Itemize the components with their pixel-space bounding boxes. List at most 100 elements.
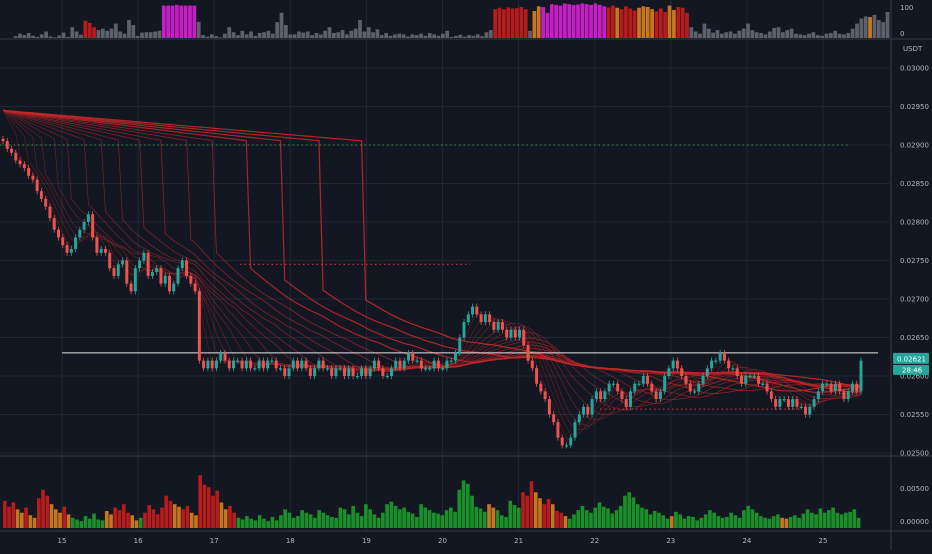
candle-body xyxy=(573,422,577,438)
indicator-bar xyxy=(161,5,166,39)
volume-bar xyxy=(291,517,296,528)
volume-bar xyxy=(470,495,474,528)
volume-bar xyxy=(283,509,287,528)
candle-body xyxy=(304,360,308,369)
volume-bar xyxy=(138,517,143,528)
candle-body xyxy=(799,406,803,408)
indicator-bar xyxy=(820,35,825,38)
time-tick-label: 25 xyxy=(819,537,828,545)
indicator-bar xyxy=(807,33,811,38)
candle-body xyxy=(22,164,26,169)
volume-bar xyxy=(160,507,164,528)
indicator-bar xyxy=(31,35,35,38)
candle-body xyxy=(633,383,637,392)
indicator-bar xyxy=(702,23,707,38)
indicator-bar xyxy=(501,9,506,38)
indicator-bar xyxy=(549,4,554,38)
indicator-bar xyxy=(222,33,227,38)
indicator-bar xyxy=(109,28,114,38)
time-tick-label: 16 xyxy=(134,537,143,545)
volume-bar xyxy=(143,512,147,528)
volume-bar xyxy=(835,512,840,528)
volume-bar xyxy=(499,515,504,528)
candle-body xyxy=(483,314,487,323)
indicator-bar xyxy=(13,36,18,38)
candle-body xyxy=(693,391,697,393)
indicator-bar xyxy=(275,22,280,38)
candle-body xyxy=(842,391,846,400)
indicator-bar xyxy=(680,7,685,38)
candle-body xyxy=(616,383,620,392)
indicator-bar xyxy=(105,30,110,38)
indicator-bar xyxy=(209,34,214,38)
volume-bar xyxy=(113,507,118,528)
volume-bar xyxy=(478,508,483,528)
volume-bar xyxy=(593,507,598,528)
volume-bar xyxy=(822,512,827,528)
volume-bar xyxy=(461,480,466,528)
indicator-bar xyxy=(597,4,602,38)
volume-bar xyxy=(708,510,712,528)
volume-bar xyxy=(457,489,462,528)
candle-body xyxy=(697,383,701,392)
volume-bar xyxy=(682,518,687,528)
candle-body xyxy=(287,368,291,376)
volume-bar xyxy=(810,512,814,528)
volume-bar xyxy=(189,512,194,528)
indicator-bar xyxy=(122,33,127,38)
indicator-bar xyxy=(776,27,781,38)
volume-bar xyxy=(338,507,343,528)
candle-body xyxy=(402,360,406,369)
volume-bar xyxy=(36,498,41,528)
indicator-bar xyxy=(767,31,772,38)
indicator-bar xyxy=(750,30,755,38)
candle-body xyxy=(518,329,521,338)
candle-body xyxy=(338,368,342,370)
candle-body xyxy=(560,437,564,446)
price-axis[interactable]: 100 0 USDT 0.03000 0.02950 0.02900 0.02850 0.02… xyxy=(893,4,929,526)
volume-bar xyxy=(512,505,517,528)
candle-body xyxy=(535,368,539,384)
volume-bar xyxy=(776,514,780,528)
volume-bar xyxy=(572,514,576,528)
indicator-bar xyxy=(297,31,301,38)
candle-body xyxy=(364,368,368,376)
candle-body xyxy=(69,248,73,253)
candle-body xyxy=(219,352,223,361)
countdown-tag xyxy=(893,364,929,375)
candle-body xyxy=(48,206,52,219)
candle-body xyxy=(360,368,364,376)
time-axis[interactable]: 15 16 17 18 19 20 21 22 23 24 25 xyxy=(58,537,828,545)
indicator-bar xyxy=(153,31,157,38)
indicator-bar xyxy=(523,9,528,38)
candle-body xyxy=(103,248,107,253)
volume-bar xyxy=(538,498,542,528)
indicator-bar xyxy=(384,32,389,38)
candle-body xyxy=(727,360,731,369)
indicator-bar xyxy=(192,5,197,39)
candle-body xyxy=(283,368,287,376)
indicator-bar xyxy=(855,23,859,38)
indicator-bar xyxy=(632,10,637,39)
volume-bar xyxy=(733,515,738,528)
candle-body xyxy=(710,360,714,369)
indicator-bar xyxy=(824,33,829,38)
indicator-bar xyxy=(580,3,585,39)
volume-bar xyxy=(185,505,190,528)
indicator-bar xyxy=(868,17,872,38)
volume-bar xyxy=(249,518,254,528)
price-tick-label: 0.02550 xyxy=(900,411,929,419)
candle-body xyxy=(159,268,163,284)
indicator-bar xyxy=(528,30,532,38)
candle-body xyxy=(765,383,769,392)
indicator-bar xyxy=(510,8,515,38)
candle-body xyxy=(313,368,317,376)
volume-bar xyxy=(308,514,313,528)
volume-bar xyxy=(66,514,71,528)
candle-body xyxy=(748,376,752,378)
volume-bar xyxy=(287,512,292,528)
volume-bar xyxy=(491,507,496,528)
price-tick-label: 0.02850 xyxy=(900,180,929,188)
volume-tick-label: 0.00500 xyxy=(900,485,929,493)
